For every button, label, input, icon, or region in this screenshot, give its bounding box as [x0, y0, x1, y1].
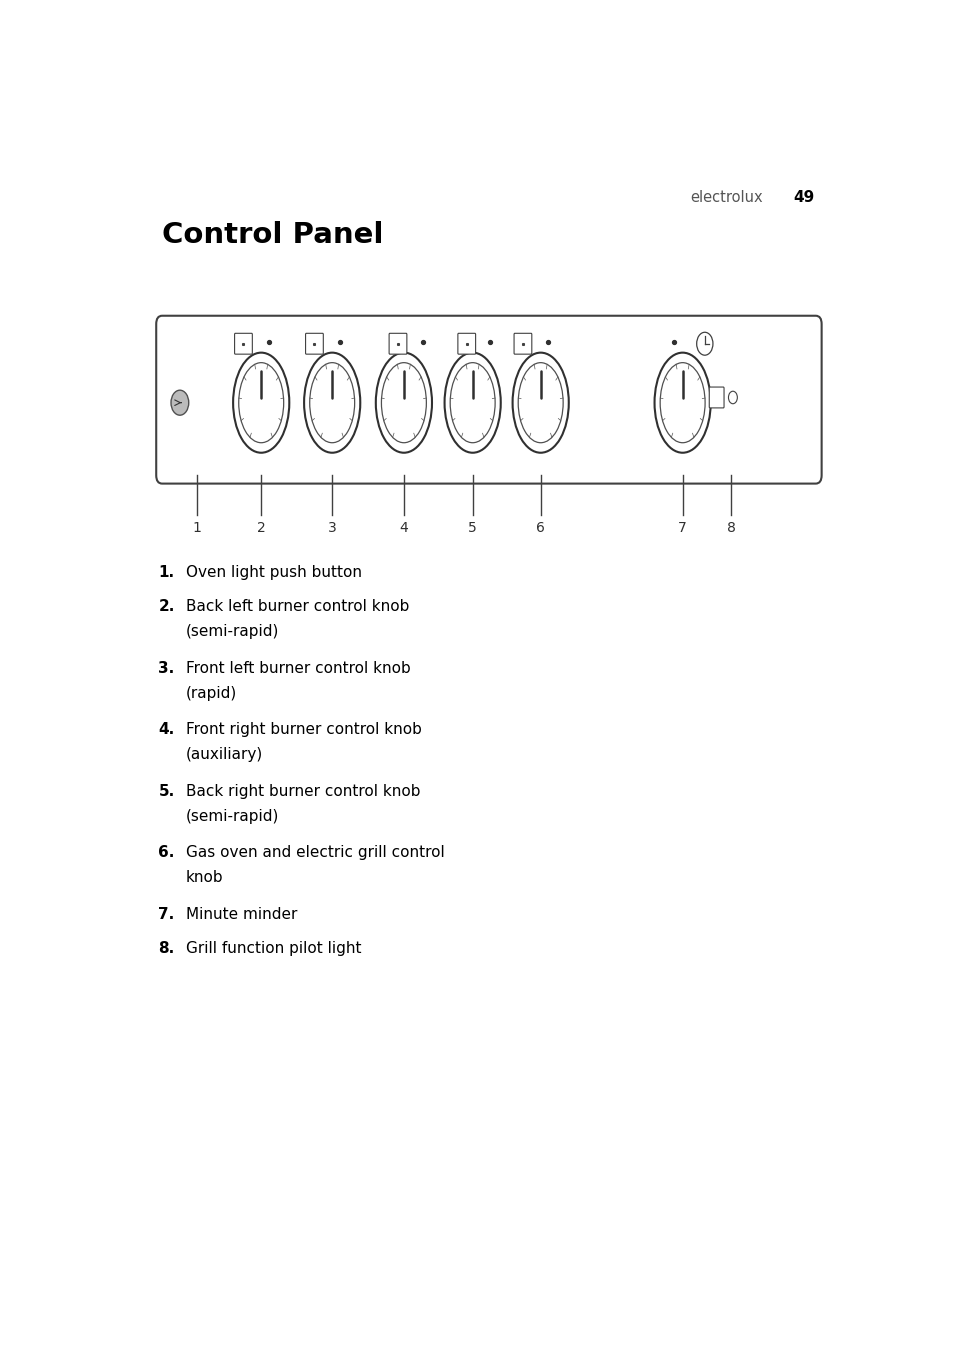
Text: 4: 4: [399, 521, 408, 535]
Text: Minute minder: Minute minder: [186, 907, 296, 922]
Ellipse shape: [375, 352, 432, 452]
Ellipse shape: [450, 363, 495, 443]
Ellipse shape: [444, 352, 500, 452]
Text: Back right burner control knob: Back right burner control knob: [186, 784, 420, 799]
Ellipse shape: [304, 352, 360, 452]
Text: 8: 8: [726, 521, 735, 535]
Text: 4.: 4.: [158, 722, 174, 738]
Text: Back left burner control knob: Back left burner control knob: [186, 600, 409, 615]
Text: (semi-rapid): (semi-rapid): [186, 624, 279, 639]
Ellipse shape: [381, 363, 426, 443]
Text: 2: 2: [256, 521, 265, 535]
Circle shape: [696, 332, 712, 355]
Ellipse shape: [659, 363, 704, 443]
Text: (auxiliary): (auxiliary): [186, 747, 263, 762]
Ellipse shape: [310, 363, 355, 443]
Text: knob: knob: [186, 871, 223, 886]
Ellipse shape: [233, 352, 289, 452]
Text: electrolux: electrolux: [689, 190, 761, 204]
Text: 7: 7: [678, 521, 686, 535]
FancyBboxPatch shape: [234, 333, 252, 355]
FancyBboxPatch shape: [457, 333, 476, 355]
Text: (semi-rapid): (semi-rapid): [186, 808, 279, 823]
Text: 2.: 2.: [158, 600, 174, 615]
Text: 7.: 7.: [158, 907, 174, 922]
Circle shape: [171, 390, 189, 416]
Text: 5.: 5.: [158, 784, 174, 799]
Text: Oven light push button: Oven light push button: [186, 565, 361, 580]
Text: 49: 49: [792, 190, 813, 204]
Text: Gas oven and electric grill control: Gas oven and electric grill control: [186, 845, 444, 860]
Text: (rapid): (rapid): [186, 685, 236, 700]
Text: 3.: 3.: [158, 661, 174, 676]
FancyBboxPatch shape: [305, 333, 323, 355]
Text: 6.: 6.: [158, 845, 174, 860]
Text: 5: 5: [468, 521, 476, 535]
Text: 8.: 8.: [158, 941, 174, 956]
Text: 1: 1: [193, 521, 201, 535]
FancyBboxPatch shape: [156, 315, 821, 483]
FancyBboxPatch shape: [514, 333, 531, 355]
Text: Grill function pilot light: Grill function pilot light: [186, 941, 361, 956]
Ellipse shape: [238, 363, 283, 443]
Text: Front right burner control knob: Front right burner control knob: [186, 722, 421, 738]
Text: Front left burner control knob: Front left burner control knob: [186, 661, 410, 676]
Text: 1.: 1.: [158, 565, 174, 580]
Circle shape: [728, 391, 737, 403]
Text: 3: 3: [328, 521, 336, 535]
FancyBboxPatch shape: [708, 387, 723, 408]
Text: 6: 6: [536, 521, 544, 535]
Ellipse shape: [517, 363, 562, 443]
FancyBboxPatch shape: [389, 333, 406, 355]
Ellipse shape: [512, 352, 568, 452]
Text: Control Panel: Control Panel: [162, 221, 383, 249]
Ellipse shape: [654, 352, 710, 452]
